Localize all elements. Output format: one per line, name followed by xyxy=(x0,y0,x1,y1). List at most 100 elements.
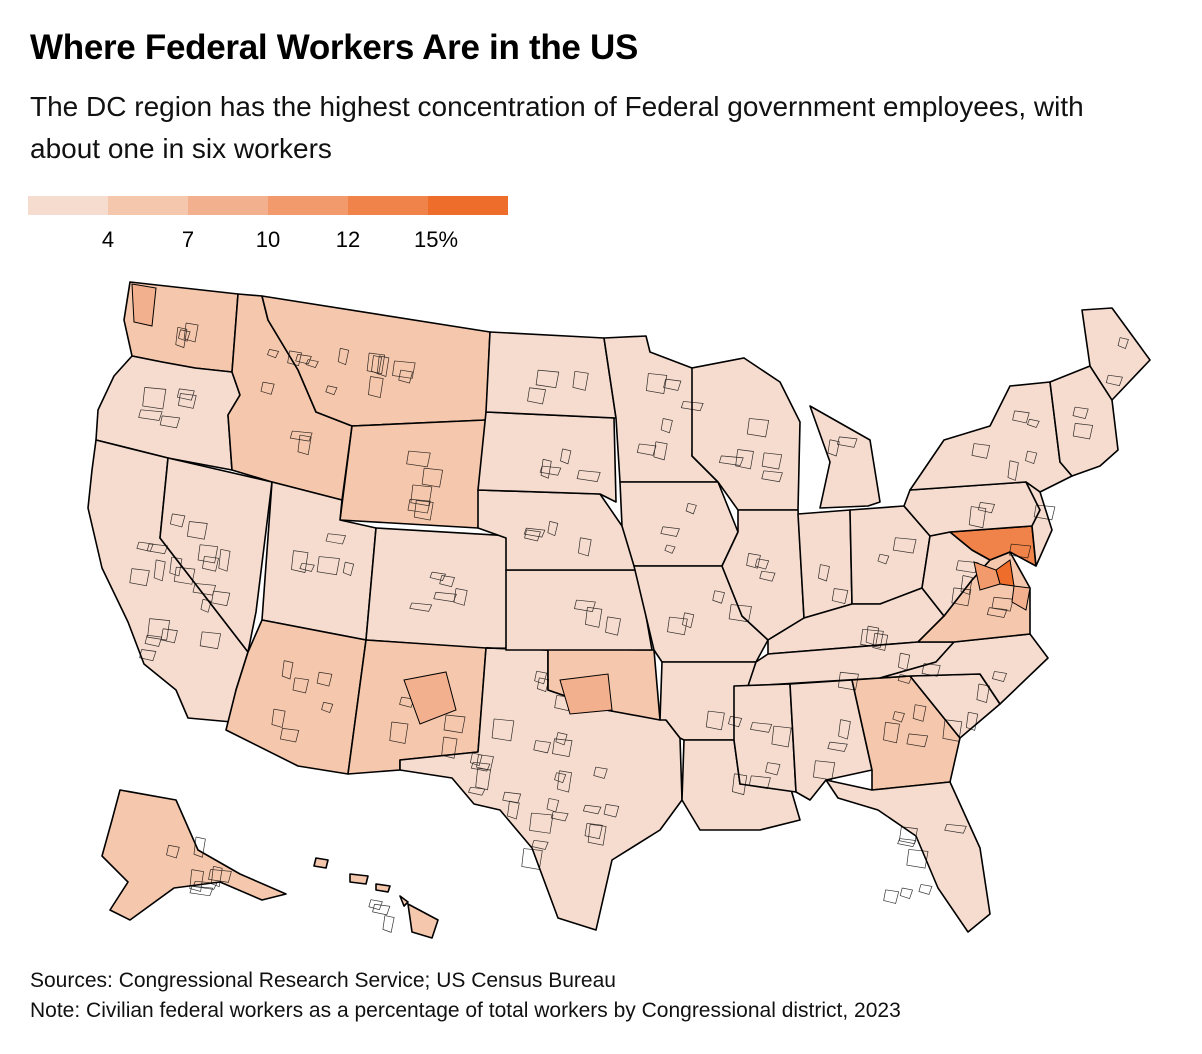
district-outline xyxy=(1026,418,1040,428)
district-outline xyxy=(523,527,546,538)
district-outline xyxy=(759,570,776,582)
legend-tick-label: 7 xyxy=(181,227,195,252)
state-alaska xyxy=(101,789,287,921)
district-outline xyxy=(663,378,682,391)
state-florida xyxy=(825,779,991,933)
district-outline xyxy=(986,607,1008,618)
district-outline xyxy=(906,733,929,748)
district-outline xyxy=(200,598,212,613)
district-outline xyxy=(560,448,572,465)
district-outline xyxy=(746,418,770,438)
district-outline xyxy=(527,387,546,405)
district-outline xyxy=(664,544,676,554)
district-outline xyxy=(529,812,554,834)
legend-swatch xyxy=(108,196,188,215)
color-legend: 4 7 10 12 15% xyxy=(28,196,508,252)
district-outline xyxy=(211,590,231,607)
district-outline xyxy=(960,575,973,595)
district-outline xyxy=(192,880,218,890)
state-indiana xyxy=(797,509,853,619)
district-outline xyxy=(260,381,275,395)
district-outline xyxy=(897,674,913,684)
district-outline xyxy=(912,704,927,722)
district-outline xyxy=(421,467,444,488)
district-outline xyxy=(603,804,620,818)
district-outline xyxy=(534,670,548,685)
district-outline xyxy=(476,754,494,771)
state-hawaii xyxy=(313,857,439,939)
district-outline xyxy=(325,385,338,396)
district-outline xyxy=(281,660,294,680)
district-outline xyxy=(392,360,416,379)
district-outline xyxy=(951,587,972,607)
district-outline xyxy=(728,604,752,623)
district-outline xyxy=(533,740,551,754)
sources-text: Sources: Congressional Research Service;… xyxy=(30,969,616,992)
district-outline xyxy=(176,388,195,401)
district-outline xyxy=(584,822,603,840)
district-outline xyxy=(439,575,455,588)
district-outline xyxy=(316,556,340,576)
district-outline xyxy=(593,766,608,779)
district-outline xyxy=(576,470,601,483)
district-outline xyxy=(838,719,851,740)
state-kansas xyxy=(505,569,653,651)
district-southern-maryland xyxy=(1011,585,1031,611)
district-outline xyxy=(183,322,199,343)
note-text: Note: Civilian federal workers as a perc… xyxy=(30,999,901,1022)
us-choropleth-map xyxy=(87,281,1151,939)
district-outline xyxy=(1117,337,1129,349)
district-outline xyxy=(552,738,573,758)
district-outline xyxy=(1025,450,1038,464)
district-central-nm xyxy=(403,671,457,725)
district-dc-area-south xyxy=(973,561,1001,591)
district-outline xyxy=(160,628,178,644)
district-outline xyxy=(682,612,695,629)
district-outline xyxy=(865,625,880,646)
district-outline xyxy=(942,719,963,742)
district-outline xyxy=(197,544,219,564)
district-outline xyxy=(771,725,792,748)
district-outline xyxy=(291,550,309,573)
district-outline xyxy=(645,373,668,394)
district-outline xyxy=(271,708,286,728)
district-okc-area xyxy=(559,673,613,715)
district-outline xyxy=(660,418,673,434)
legend-tick-label: 12 xyxy=(335,227,361,252)
district-outline xyxy=(139,649,157,662)
district-outline xyxy=(502,791,522,804)
district-outline xyxy=(547,521,559,537)
district-outline xyxy=(892,537,917,554)
district-outline xyxy=(653,441,668,461)
district-outline xyxy=(837,671,859,691)
district-outline xyxy=(287,350,302,367)
district-outline xyxy=(441,736,458,759)
district-outline xyxy=(453,588,468,606)
district-outline xyxy=(153,559,166,582)
district-outline xyxy=(337,347,350,366)
district-outline xyxy=(761,452,783,470)
district-outline xyxy=(536,677,550,693)
district-outline xyxy=(976,683,990,704)
district-outline xyxy=(342,561,355,577)
district-outline xyxy=(1007,460,1019,481)
district-outline xyxy=(177,393,197,409)
district-outline xyxy=(507,800,520,820)
district-outline xyxy=(892,711,905,723)
state-michigan xyxy=(809,405,881,509)
district-outline xyxy=(316,671,333,687)
district-outline xyxy=(750,722,773,733)
district-outline xyxy=(705,710,725,731)
district-outline xyxy=(376,355,390,377)
district-outline xyxy=(321,701,334,714)
district-outline xyxy=(433,591,457,603)
district-outline xyxy=(718,455,744,466)
district-outline xyxy=(267,349,280,359)
legend-tick-label: 15% xyxy=(413,227,459,252)
district-outline xyxy=(883,721,900,744)
district-outline xyxy=(289,430,313,442)
district-outline xyxy=(173,566,196,585)
district-outline xyxy=(366,352,386,375)
district-outline xyxy=(877,553,890,565)
district-outline xyxy=(918,884,933,895)
